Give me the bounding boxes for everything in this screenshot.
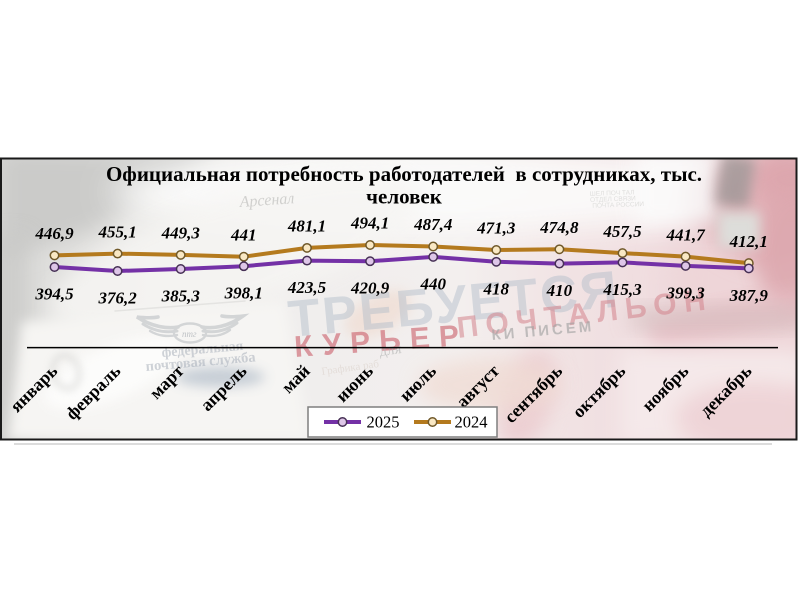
svg-text:394,5: 394,5 — [34, 285, 74, 304]
svg-text:ПОЧТА РОССИИ: ПОЧТА РОССИИ — [592, 201, 644, 210]
svg-text:человек: человек — [366, 185, 443, 209]
svg-text:376,2: 376,2 — [97, 289, 137, 308]
svg-text:2024: 2024 — [455, 413, 488, 432]
svg-text:2025: 2025 — [367, 413, 400, 432]
svg-text:474,8: 474,8 — [539, 218, 579, 237]
svg-text:471,3: 471,3 — [476, 219, 516, 238]
svg-text:423,5: 423,5 — [287, 278, 327, 297]
svg-text:441,7: 441,7 — [665, 225, 706, 244]
svg-text:420,9: 420,9 — [350, 279, 390, 298]
svg-text:398,1: 398,1 — [224, 284, 263, 303]
svg-text:410: 410 — [546, 281, 573, 300]
svg-text:для: для — [378, 341, 402, 360]
svg-text:федеральная: федеральная — [161, 339, 244, 361]
svg-text:ОТДЕЛ СВЯЗИ: ОТДЕЛ СВЯЗИ — [590, 195, 636, 204]
svg-text:Официальная потребность работо: Официальная потребность работодателей в … — [106, 162, 702, 186]
svg-text:449,3: 449,3 — [161, 224, 201, 243]
svg-text:Арсенал: Арсенал — [238, 190, 295, 211]
svg-text:457,5: 457,5 — [602, 222, 642, 241]
svg-text:440: 440 — [419, 274, 446, 293]
svg-text:385,3: 385,3 — [161, 287, 201, 306]
svg-text:446,9: 446,9 — [34, 224, 74, 243]
svg-text:494,1: 494,1 — [350, 214, 389, 233]
svg-text:387,9: 387,9 — [729, 286, 769, 305]
svg-text:481,1: 481,1 — [287, 217, 326, 236]
svg-text:399,3: 399,3 — [665, 283, 705, 302]
svg-text:455,1: 455,1 — [97, 222, 136, 241]
svg-text:ШЕЛ ПОЧ ТАЛ: ШЕЛ ПОЧ ТАЛ — [590, 189, 635, 198]
svg-text:487,4: 487,4 — [413, 215, 452, 234]
svg-text:418: 418 — [483, 279, 510, 298]
svg-text:441: 441 — [230, 225, 257, 244]
svg-text:птг: птг — [182, 329, 197, 339]
svg-text:415,3: 415,3 — [602, 280, 642, 299]
svg-text:412,1: 412,1 — [729, 232, 768, 251]
